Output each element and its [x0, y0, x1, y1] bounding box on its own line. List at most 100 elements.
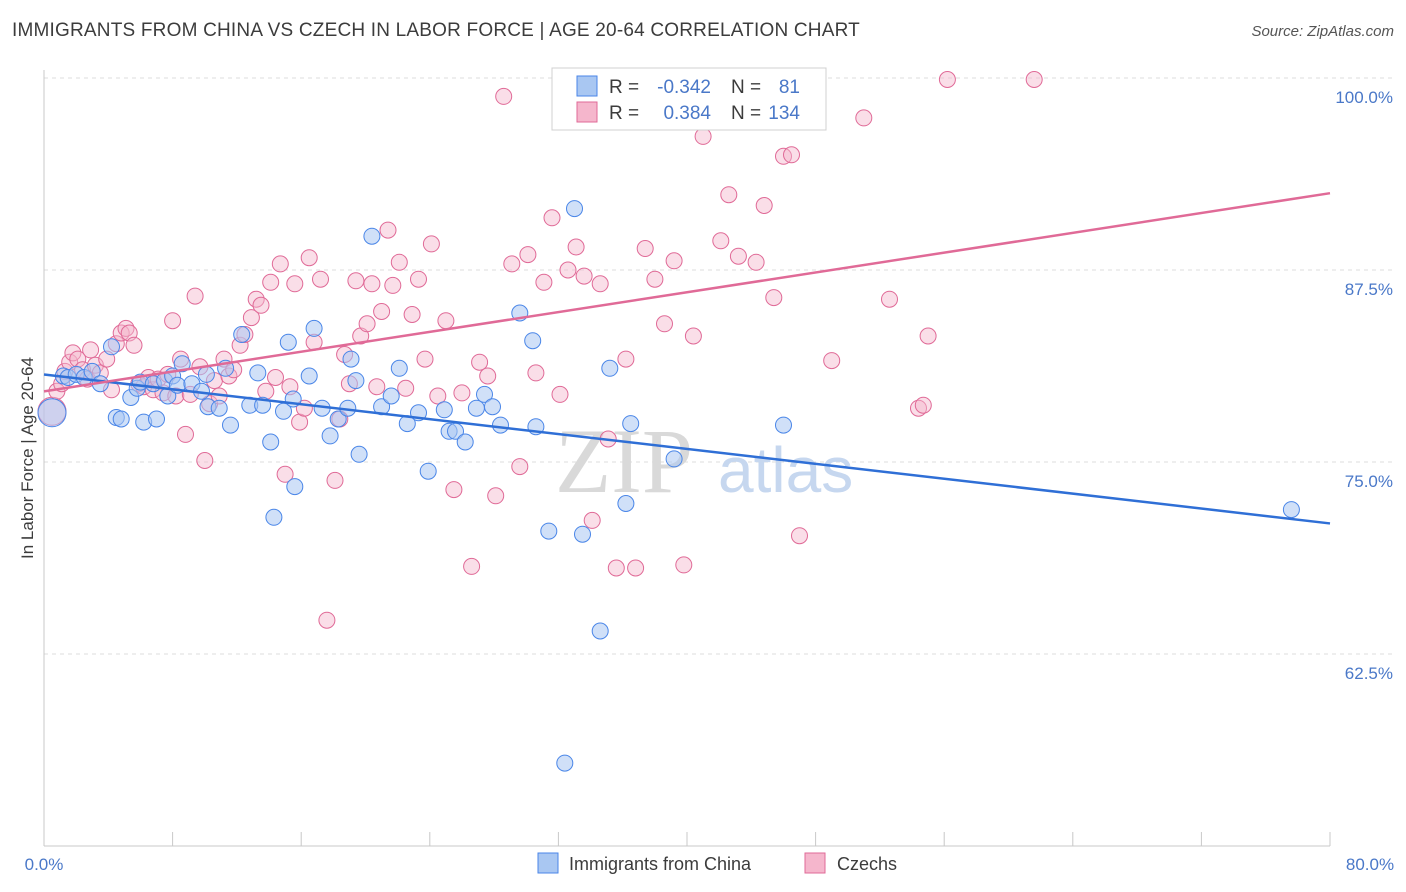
- czechs-point: [453, 384, 471, 402]
- china-point: [249, 364, 267, 382]
- czechs-point: [823, 352, 841, 370]
- czechs-point: [855, 109, 873, 127]
- czechs-point: [627, 559, 645, 577]
- china-point: [601, 359, 619, 377]
- china-point: [419, 462, 437, 480]
- czechs-point: [125, 336, 143, 354]
- china-point: [775, 416, 792, 434]
- china-point: [103, 338, 120, 356]
- legend-r-label-2: R =: [609, 103, 639, 124]
- czechs-point: [675, 556, 693, 574]
- china-point: [591, 622, 609, 640]
- czechs-point: [559, 261, 577, 279]
- czechs-point: [416, 350, 434, 368]
- china-point: [112, 410, 130, 428]
- czechs-point: [543, 209, 561, 227]
- czechs-point: [300, 249, 318, 267]
- czechs-point: [607, 559, 625, 577]
- czechs-point: [262, 273, 280, 291]
- china-point: [363, 227, 381, 245]
- china-point: [540, 522, 558, 540]
- czechs-point: [656, 315, 673, 333]
- czechs-point: [551, 385, 569, 403]
- czechs-point: [729, 247, 747, 265]
- china-point: [321, 427, 339, 445]
- china-point: [173, 355, 191, 373]
- czechs-point: [242, 309, 260, 327]
- trend-lines: [43, 191, 1331, 525]
- chart-source: Source: ZipAtlas.com: [1251, 23, 1394, 40]
- y-tick-labels: 62.5% 75.0% 87.5% 100.0%: [1335, 88, 1393, 683]
- czechs-point: [429, 387, 447, 405]
- czechs-point: [591, 275, 609, 293]
- watermark-atlas: atlas: [718, 434, 853, 506]
- china-point: [197, 365, 215, 383]
- china-point: [262, 433, 280, 451]
- china-point: [347, 372, 365, 390]
- czechs-point: [422, 235, 440, 253]
- czechs-point: [257, 382, 275, 400]
- china-point: [233, 326, 251, 343]
- legend-n-label-2: N =: [731, 103, 761, 124]
- series-czechs: [37, 71, 1043, 629]
- czechs-point: [583, 511, 601, 529]
- czechs-point: [379, 221, 397, 239]
- czechs-point: [437, 312, 455, 330]
- china-point: [524, 332, 542, 350]
- china-point: [1282, 501, 1300, 519]
- czechs-point: [117, 319, 135, 337]
- czechs-point: [164, 312, 182, 330]
- czechs-point: [487, 487, 505, 505]
- x-tick-label-max: 80.0%: [1346, 855, 1394, 874]
- czechs-point: [617, 350, 635, 368]
- czechs-point: [373, 303, 391, 320]
- czechs-point: [326, 471, 344, 489]
- czechs-point: [312, 270, 329, 288]
- china-point: [456, 433, 474, 451]
- czechs-point: [471, 353, 489, 371]
- czechs-point: [914, 396, 932, 414]
- czechs-point: [358, 315, 376, 333]
- czechs-point: [636, 240, 654, 257]
- bottom-legend-label-china: Immigrants from China: [569, 854, 752, 874]
- czechs-point: [910, 399, 927, 417]
- china-point: [566, 200, 583, 218]
- china-point: [492, 416, 509, 434]
- czechs-point: [747, 253, 765, 271]
- china-trend-line: [43, 373, 1331, 525]
- x-axis-ticks: [43, 832, 1331, 846]
- china-point: [37, 398, 67, 428]
- czechs-point: [665, 252, 683, 270]
- czechs-point: [535, 273, 553, 291]
- china-point: [222, 416, 239, 434]
- china-point: [665, 450, 683, 468]
- chart-title: IMMIGRANTS FROM CHINA VS CZECH IN LABOR …: [12, 20, 860, 41]
- czechs-point: [363, 275, 381, 293]
- czechs-point: [712, 232, 730, 250]
- czechs-point: [368, 378, 386, 396]
- czechs-point: [252, 296, 270, 314]
- legend-r-value-1: -0.342: [657, 77, 711, 98]
- legend-r-label-1: R =: [609, 77, 639, 98]
- china-point: [622, 415, 640, 433]
- china-point: [476, 385, 493, 403]
- china-point: [305, 319, 323, 337]
- china-point: [342, 350, 360, 368]
- bottom-legend-swatch-pink: [804, 852, 826, 874]
- czechs-point: [881, 290, 898, 308]
- bottom-legend-label-czechs: Czechs: [837, 854, 897, 874]
- series-legend: Immigrants from China Czechs: [537, 852, 897, 874]
- china-point: [617, 495, 635, 512]
- china-point: [329, 410, 347, 428]
- czechs-point: [503, 255, 521, 273]
- bottom-legend-swatch-blue: [537, 852, 559, 874]
- czechs-point: [519, 246, 537, 264]
- legend-swatch-blue: [576, 75, 598, 97]
- czechs-point: [783, 146, 800, 164]
- china-point: [435, 401, 453, 419]
- legend-n-value-1: 81: [779, 77, 800, 98]
- china-point: [574, 525, 591, 543]
- czechs-point: [694, 127, 712, 145]
- china-point: [390, 359, 408, 377]
